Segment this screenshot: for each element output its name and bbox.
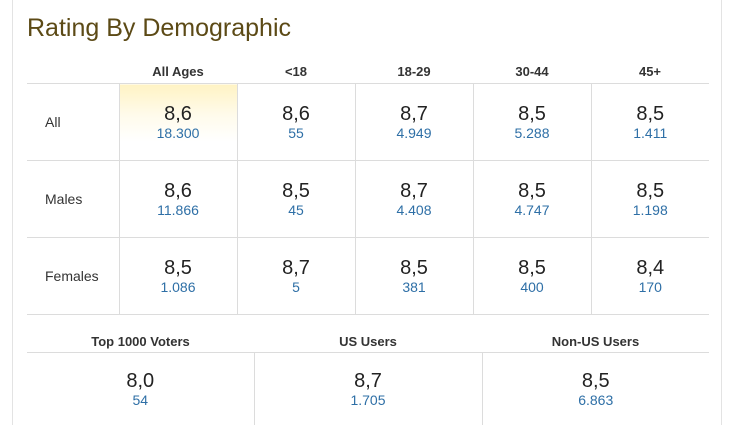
rating-value: 8,5 [400,256,428,279]
rating-cell-all-under-18: 8,6 55 [236,83,355,161]
rating-cell-females-under-18: 8,7 5 [236,237,355,315]
votes-link[interactable]: 400 [520,278,544,295]
column-header-45-plus: 45+ [591,60,709,84]
votes-link[interactable]: 55 [288,124,304,141]
rating-value: 8,5 [518,102,546,125]
votes-link[interactable]: 1.705 [350,391,386,408]
votes-link[interactable]: 4.949 [396,124,432,141]
rating-cell-females-18-29: 8,5 381 [354,237,473,315]
row-label-all: All [27,83,119,161]
group-header-row: Top 1000 Voters US Users Non-US Users [27,330,709,353]
group-values-row: 8,0 54 8,7 1.705 8,5 6.863 [27,352,709,425]
rating-cell-males-all-ages: 8,6 11.866 [118,160,237,238]
rating-value: 8,4 [636,256,665,279]
rating-cell-all-45-plus: 8,5 1.411 [590,83,709,161]
corner-header [27,60,119,84]
votes-link[interactable]: 5 [292,278,300,295]
rating-cell-females-45-plus: 8,4 170 [590,237,709,315]
content-frame [12,0,722,425]
rating-cell-all-all-ages: 8,6 18.300 [118,83,237,161]
group-header-top-1000-voters: Top 1000 Voters [27,330,254,353]
rating-value: 8,5 [581,369,610,392]
group-cell-us-users: 8,7 1.705 [253,352,483,425]
votes-link[interactable]: 45 [288,201,304,218]
rating-value: 8,7 [282,256,310,279]
column-header-30-44: 30-44 [473,60,591,84]
rating-cell-males-30-44: 8,5 4.747 [472,160,591,238]
group-cell-top-1000-voters: 8,0 54 [27,353,254,425]
rating-cell-females-30-44: 8,5 400 [472,237,591,315]
votes-link[interactable]: 381 [402,278,426,295]
column-header-all-ages: All Ages [119,60,237,84]
votes-link[interactable]: 4.747 [514,201,550,218]
rating-value: 8,5 [164,256,192,279]
table-row-all: All 8,6 18.300 8,6 55 8,7 4.949 8,5 5.28… [27,83,709,161]
rating-value: 8,5 [636,179,665,202]
votes-link[interactable]: 4.408 [396,201,432,218]
rating-cell-all-18-29: 8,7 4.949 [354,83,473,161]
rating-cell-males-45-plus: 8,5 1.198 [590,160,709,238]
table-row-males: Males 8,6 11.866 8,5 45 8,7 4.408 8,5 4.… [27,160,709,238]
rating-value: 8,6 [164,102,192,125]
rating-value: 8,0 [126,369,155,392]
table-row-females: Females 8,5 1.086 8,7 5 8,5 381 8,5 400 … [27,237,709,315]
group-header-non-us-users: Non-US Users [482,330,709,353]
rating-value: 8,5 [282,179,310,202]
table-header-row: All Ages <18 18-29 30-44 45+ [27,60,709,84]
voter-group-rating-table: Top 1000 Voters US Users Non-US Users 8,… [27,330,709,425]
rating-cell-males-18-29: 8,7 4.408 [354,160,473,238]
rating-value: 8,7 [400,102,428,125]
column-header-under-18: <18 [237,60,355,84]
rating-value: 8,5 [636,102,665,125]
rating-value: 8,6 [282,102,310,125]
rating-cell-all-30-44: 8,5 5.288 [472,83,591,161]
votes-link[interactable]: 1.411 [633,124,668,141]
votes-link[interactable]: 18.300 [156,124,200,141]
rating-cell-females-all-ages: 8,5 1.086 [118,237,237,315]
votes-link[interactable]: 54 [132,391,149,408]
votes-link[interactable]: 11.866 [157,201,199,218]
column-header-18-29: 18-29 [355,60,473,84]
rating-value: 8,7 [400,179,428,202]
row-label-females: Females [27,237,119,315]
rating-cell-males-under-18: 8,5 45 [236,160,355,238]
group-cell-non-us-users: 8,5 6.863 [482,353,709,425]
rating-value: 8,6 [164,179,192,202]
rating-value: 8,7 [354,369,382,392]
group-header-us-users: US Users [254,330,482,353]
votes-link[interactable]: 6.863 [578,391,614,408]
votes-link[interactable]: 1.086 [160,278,196,295]
section-title: Rating By Demographic [27,14,292,42]
votes-link[interactable]: 1.198 [632,201,668,218]
rating-value: 8,5 [518,256,546,279]
rating-value: 8,5 [518,179,546,202]
row-label-males: Males [27,160,119,238]
votes-link[interactable]: 5.288 [514,124,550,141]
votes-link[interactable]: 170 [638,278,662,295]
demographic-rating-table: All Ages <18 18-29 30-44 45+ All 8,6 18.… [27,60,709,315]
